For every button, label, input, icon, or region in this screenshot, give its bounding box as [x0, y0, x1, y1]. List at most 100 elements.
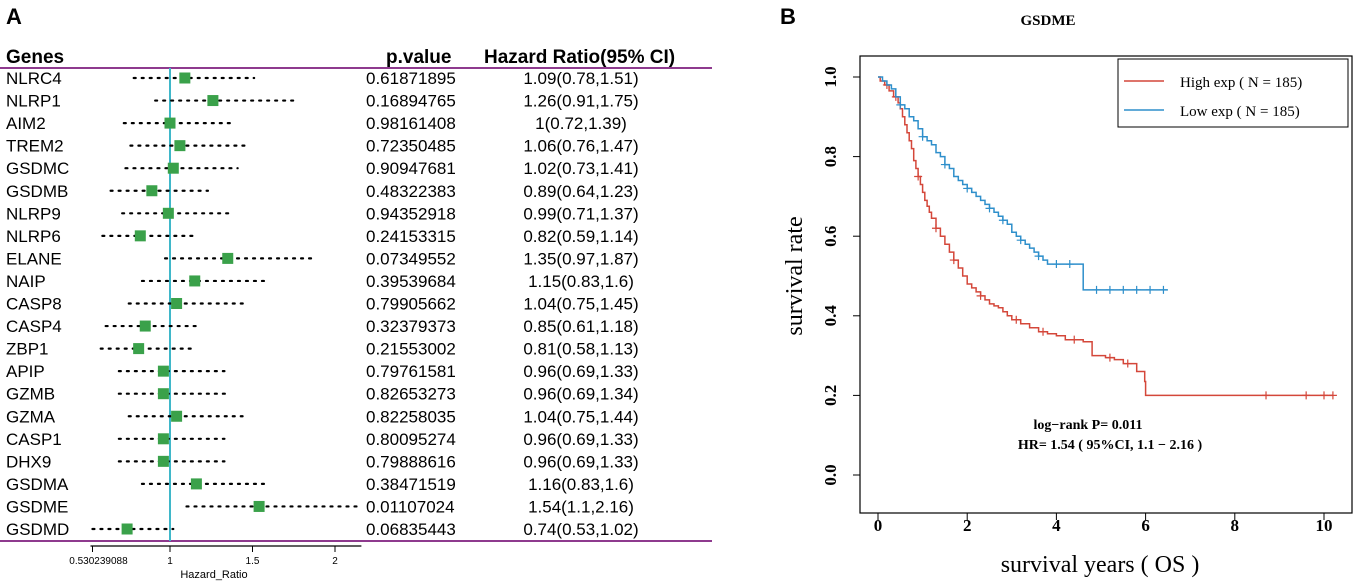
hazard-ratio-cell: 1.16(0.83,1.6)	[528, 475, 634, 494]
censor-mark-high	[1070, 335, 1079, 344]
logrank-annotation: log−rank P= 0.011	[1034, 418, 1143, 433]
pvalue-cell: 0.07349552	[366, 249, 456, 268]
hazard-ratio-cell: 1(0.72,1.39)	[535, 114, 627, 133]
hazard-ratio-column-header: Hazard Ratio(95% CI)	[484, 47, 675, 68]
censor-mark-high	[914, 172, 923, 181]
gene-label: GSDMB	[6, 182, 68, 201]
km-axes: 0.0 0.2 0.4 0.6 0.8 1.0 0 2 4 6 8 10	[821, 66, 1333, 535]
hazard-ratio-point	[121, 523, 133, 535]
censor-mark-high	[1012, 315, 1021, 324]
gene-label: CASP8	[6, 295, 62, 314]
km-legend: High exp ( N = 185) Low exp ( N = 185)	[1117, 58, 1349, 128]
forest-x-axis-label: Hazard_Ratio	[180, 569, 247, 581]
pvalue-cell: 0.24153315	[366, 227, 456, 246]
pvalue-cell: 0.94352918	[366, 204, 456, 223]
hazard-ratio-point	[171, 410, 183, 422]
gene-label: NLRP6	[6, 227, 61, 246]
hazard-ratio-point	[179, 72, 191, 84]
censor-mark-high	[1105, 353, 1114, 362]
hazard-ratio-cell: 1.54(1.1,2.16)	[528, 497, 634, 516]
km-x-tick-label: 0	[874, 516, 883, 535]
forest-x-tick-label: 0.530239088	[69, 556, 128, 567]
km-x-tick-label: 10	[1316, 516, 1333, 535]
hazard-ratio-cell: 1.35(0.97,1.87)	[523, 249, 638, 268]
hazard-ratio-point	[162, 207, 174, 219]
gene-label: APIP	[6, 362, 45, 381]
km-y-tick-label: 1.0	[821, 66, 840, 87]
hazard-ratio-point	[157, 365, 169, 377]
hazard-ratio-point	[190, 478, 202, 490]
censor-mark-low	[1092, 285, 1101, 294]
hazard-ratio-cell: 1.26(0.91,1.75)	[523, 92, 638, 111]
censor-mark-low	[963, 184, 972, 193]
censor-mark-low	[1159, 285, 1168, 294]
gene-label: CASP1	[6, 430, 62, 449]
forest-row: ZBP1 0.21553002 0.81(0.58,1.13)	[6, 340, 639, 359]
censor-mark-low	[940, 160, 949, 169]
censor-mark-high	[976, 291, 985, 300]
km-curves	[878, 76, 1337, 400]
panel-a-label: A	[6, 4, 22, 29]
gene-label: ZBP1	[6, 340, 49, 359]
hazard-ratio-cell: 0.82(0.59,1.14)	[523, 227, 638, 246]
censor-mark-low	[1052, 260, 1061, 269]
hazard-ratio-cell: 0.96(0.69,1.33)	[523, 362, 638, 381]
hazard-ratio-cell: 0.96(0.69,1.33)	[523, 430, 638, 449]
forest-row: GSDME 0.01107024 1.54(1.1,2.16)	[6, 497, 634, 516]
hazard-ratio-cell: 0.96(0.69,1.34)	[523, 385, 638, 404]
pvalue-cell: 0.79905662	[366, 295, 456, 314]
forest-row: GZMB 0.82653273 0.96(0.69,1.34)	[6, 385, 639, 404]
pvalue-cell: 0.82653273	[366, 385, 456, 404]
gene-label: GSDMA	[6, 475, 69, 494]
hazard-ratio-cell: 1.04(0.75,1.45)	[523, 295, 638, 314]
pvalue-cell: 0.48322383	[366, 182, 456, 201]
forest-row: ELANE 0.07349552 1.35(0.97,1.87)	[6, 249, 639, 268]
forest-plot-panel: A Genes p.value Hazard Ratio(95% CI) NLR…	[0, 4, 712, 581]
hazard-ratio-cell: 0.85(0.61,1.18)	[523, 317, 638, 336]
censor-mark-high	[931, 224, 940, 233]
hazard-ratio-cell: 0.89(0.64,1.23)	[523, 182, 638, 201]
gene-label: AIM2	[6, 114, 46, 133]
forest-row: NLRP6 0.24153315 0.82(0.59,1.14)	[6, 227, 639, 246]
pvalue-cell: 0.79761581	[366, 362, 456, 381]
km-plot-frame	[859, 55, 1353, 514]
pvalue-cell: 0.72350485	[366, 137, 456, 156]
gene-label: TREM2	[6, 137, 64, 156]
km-x-tick-label: 2	[963, 516, 972, 535]
hazard-ratio-point	[167, 162, 179, 174]
km-x-tick-label: 4	[1052, 516, 1061, 535]
censor-mark-low	[1146, 285, 1155, 294]
km-curve-low-exp	[878, 76, 1168, 291]
forest-row: GSDMB 0.48322383 0.89(0.64,1.23)	[6, 182, 639, 201]
legend-box	[1117, 58, 1349, 128]
km-x-tick-label: 8	[1231, 516, 1240, 535]
hazard-ratio-cell: 1.15(0.83,1.6)	[528, 272, 634, 291]
censor-mark-low	[1034, 252, 1043, 261]
hazard-ratio-cell: 0.74(0.53,1.02)	[523, 520, 638, 539]
hazard-ratio-point	[207, 95, 219, 107]
legend-low-label: Low exp ( N = 185)	[1180, 104, 1300, 120]
hazard-ratio-cell: 0.99(0.71,1.37)	[523, 204, 638, 223]
forest-rows: NLRC4 0.61871895 1.09(0.78,1.51) NLRP1 0.168…	[6, 68, 639, 541]
forest-row: DHX9 0.79888616 0.96(0.69,1.33)	[6, 452, 639, 471]
gene-label: GSDME	[6, 497, 68, 516]
pvalue-cell: 0.98161408	[366, 114, 456, 133]
pvalue-column-header: p.value	[386, 47, 451, 68]
km-y-axis-label: survival rate	[782, 216, 808, 335]
hazard-ratio-point	[189, 275, 201, 287]
gene-label: GSDMD	[6, 520, 69, 539]
pvalue-cell: 0.38471519	[366, 475, 456, 494]
gene-label: GZMA	[6, 407, 56, 426]
forest-x-tick-label: 2	[332, 556, 338, 567]
km-x-tick-label: 6	[1141, 516, 1150, 535]
km-y-tick-label: 0.4	[821, 305, 840, 327]
gene-label: CASP4	[6, 317, 62, 336]
survival-plot-panel: B GSDME 0.0 0.2 0.4 0.6 0.8 1.0 0 2 4 6 8 10 surviv…	[780, 4, 1353, 578]
hazard-ratio-point	[139, 320, 151, 332]
pvalue-cell: 0.39539684	[366, 272, 456, 291]
hazard-ratio-point	[164, 117, 176, 129]
gene-label: NAIP	[6, 272, 46, 291]
pvalue-cell: 0.16894765	[366, 92, 456, 111]
pvalue-cell: 0.01107024	[366, 497, 455, 516]
censor-mark-high	[1302, 391, 1311, 400]
